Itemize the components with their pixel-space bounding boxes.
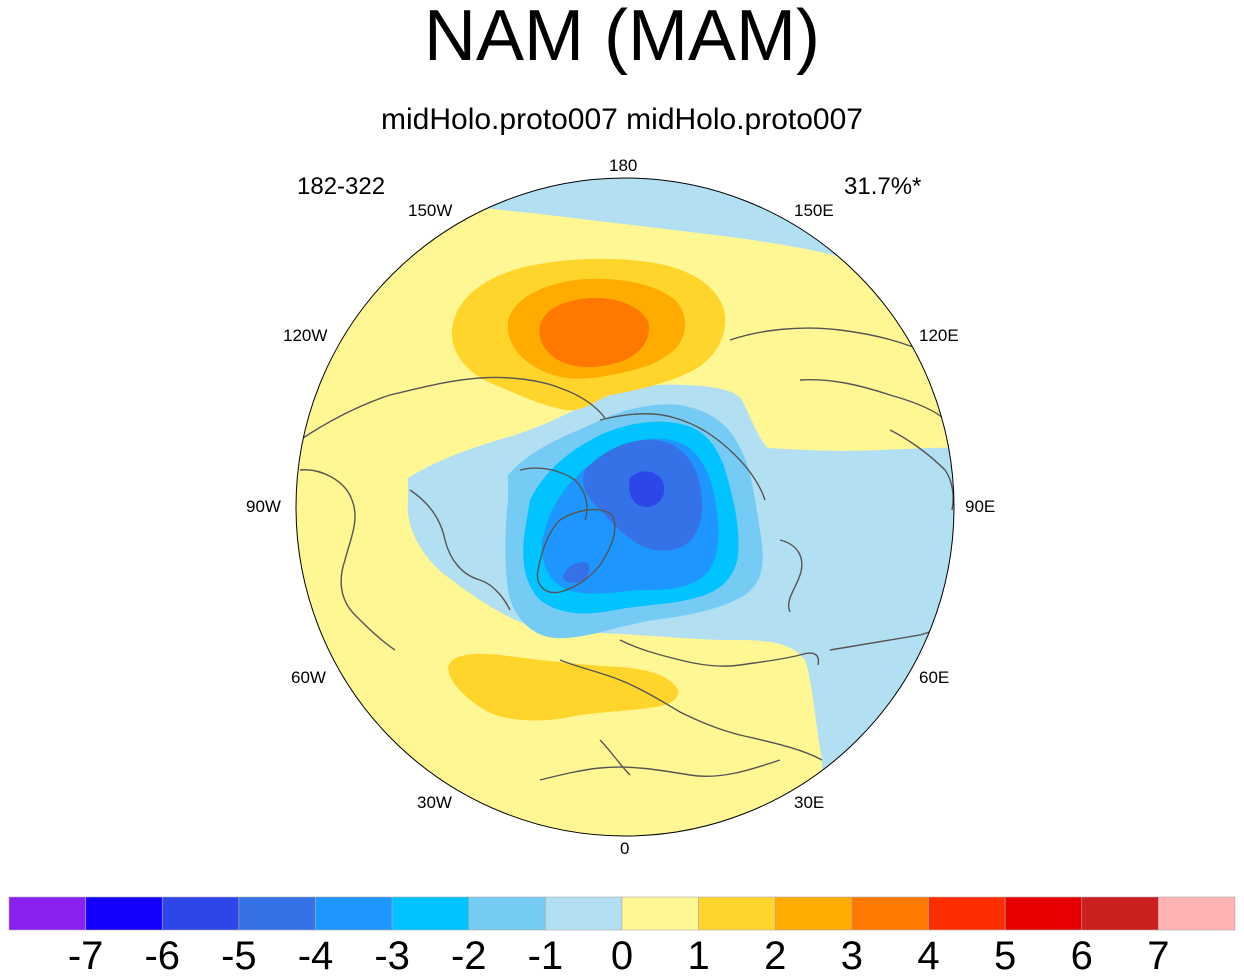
colorbar-tick-label: -6 bbox=[144, 934, 181, 978]
map-subtitle: midHolo.proto007 midHolo.proto007 bbox=[381, 103, 863, 136]
lon-label-180: 180 bbox=[609, 156, 638, 175]
colorbar-tick-label: 6 bbox=[1070, 934, 1093, 978]
colorbar-tick-label: -4 bbox=[297, 934, 334, 978]
colorbar-tick-label: 3 bbox=[840, 934, 863, 978]
lon-label-30e: 30E bbox=[794, 793, 825, 812]
lon-label-120w: 120W bbox=[283, 326, 328, 345]
map-field bbox=[296, 178, 954, 836]
colorbar-tick-label: -7 bbox=[67, 934, 104, 978]
field-neg-4-5-greenland bbox=[562, 562, 590, 583]
colorbar-tick-label: -1 bbox=[527, 934, 564, 978]
field-pos-1-2-atlantic bbox=[448, 653, 679, 721]
lon-label-60w: 60W bbox=[291, 668, 326, 687]
colorbar-swatch bbox=[545, 896, 623, 931]
field-pos-3-4-pacific bbox=[539, 297, 649, 368]
year-range-annotation: 182-322 bbox=[297, 173, 386, 200]
colorbar-swatch bbox=[698, 896, 776, 931]
colorbar-swatch bbox=[391, 896, 470, 931]
lon-label-0: 0 bbox=[620, 839, 630, 858]
colorbar-tick-label: -5 bbox=[221, 934, 257, 978]
map-boundary bbox=[295, 177, 955, 837]
lon-label-30w: 30W bbox=[417, 793, 452, 812]
colorbar-tick-label: 4 bbox=[917, 934, 940, 978]
colorbar-tick-label: -2 bbox=[450, 934, 487, 978]
lon-label-90w: 90W bbox=[246, 497, 281, 516]
colorbar-swatch bbox=[315, 896, 393, 931]
colorbar-tick-label: 2 bbox=[764, 934, 787, 978]
colorbar-swatch bbox=[1158, 896, 1236, 931]
colorbar-tick-label: 7 bbox=[1147, 934, 1170, 978]
colorbar-tick-label: -3 bbox=[374, 934, 410, 978]
lon-label-150e: 150E bbox=[794, 201, 834, 220]
map-title: NAM (MAM) bbox=[424, 0, 820, 76]
colorbar-swatch bbox=[161, 896, 240, 931]
colorbar-tick-label: 1 bbox=[687, 934, 710, 978]
variance-annotation: 31.7%* bbox=[844, 173, 922, 200]
colorbar-swatch bbox=[928, 896, 1006, 931]
colorbar-swatch bbox=[1004, 896, 1083, 931]
colorbar-swatch bbox=[851, 896, 929, 931]
colorbar-swatch bbox=[238, 896, 316, 931]
lon-label-90e: 90E bbox=[965, 497, 996, 516]
colorbar-swatch bbox=[468, 896, 546, 931]
lon-label-150w: 150W bbox=[408, 201, 453, 220]
colorbar-swatch bbox=[85, 896, 163, 931]
colorbar bbox=[8, 896, 1236, 931]
lon-label-120e: 120E bbox=[919, 326, 959, 345]
lon-label-60e: 60E bbox=[919, 668, 950, 687]
colorbar-swatch bbox=[621, 896, 699, 931]
colorbar-swatch bbox=[774, 896, 853, 931]
colorbar-swatch bbox=[8, 896, 86, 931]
colorbar-tick-label: 5 bbox=[994, 934, 1017, 978]
field-neg-5-6 bbox=[629, 471, 665, 508]
colorbar-tick-label: 0 bbox=[610, 934, 634, 978]
colorbar-swatch bbox=[1081, 896, 1159, 931]
